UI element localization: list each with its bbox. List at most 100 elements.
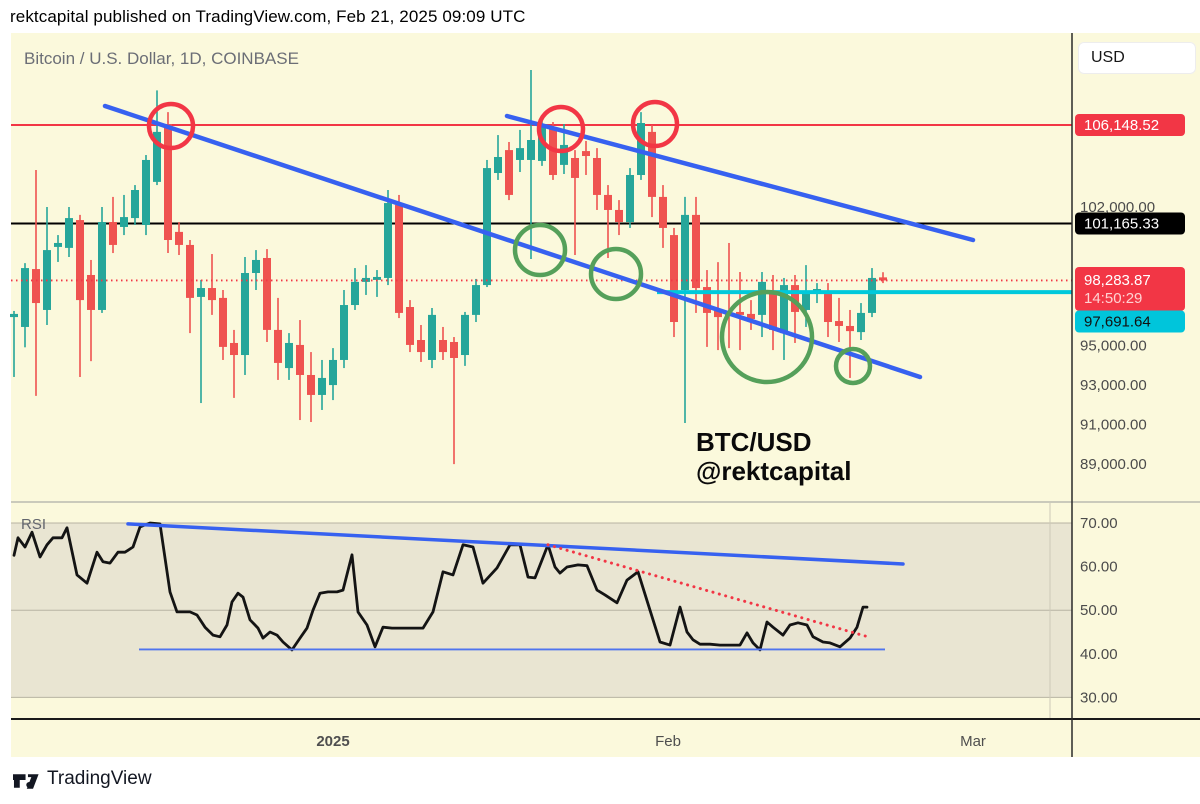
candle-body — [230, 342, 238, 356]
candle-body — [758, 281, 766, 315]
annotation-handle: @rektcapital — [696, 456, 852, 486]
price-level-label — [1075, 310, 1185, 333]
price-level-value: 101,165.33 — [1084, 215, 1159, 232]
candle-body — [736, 311, 744, 315]
chart-annotation: BTC/USD @rektcapital — [696, 428, 851, 486]
candle-body — [76, 220, 84, 301]
price-level-label — [1075, 114, 1185, 137]
candle-body — [219, 297, 227, 347]
candle-body — [10, 313, 18, 318]
candle-body — [417, 340, 425, 353]
candle-body — [780, 285, 788, 334]
green-circle-drawing[interactable] — [719, 289, 815, 385]
price-level-label — [1075, 212, 1185, 235]
annotation-symbol: BTC/USD — [696, 427, 812, 457]
price-tick-label: 93,000.00 — [1080, 377, 1147, 394]
candle-body — [824, 291, 832, 323]
candle-body — [395, 205, 403, 313]
candle-body — [791, 285, 799, 312]
rsi-dotted-trendline-drawing[interactable] — [546, 543, 870, 639]
candle-body — [428, 314, 436, 360]
candle-body — [208, 288, 216, 301]
candle-body — [692, 214, 700, 289]
candle-body — [450, 341, 458, 358]
symbol-title: Bitcoin / U.S. Dollar, 1D, COINBASE — [24, 49, 299, 68]
candle-body — [21, 268, 29, 327]
candle-body — [329, 359, 337, 386]
rsi-tick-label: 50.00 — [1080, 602, 1118, 619]
candle-body — [32, 269, 40, 304]
attribution-bar: rektcapital published on TradingView.com… — [0, 0, 1200, 33]
price-level-value: 97,691.64 — [1084, 314, 1151, 331]
candle-body — [714, 310, 722, 318]
candle-body — [549, 128, 557, 175]
candle-body — [153, 131, 161, 182]
rsi-tick-label: 40.00 — [1080, 646, 1118, 663]
currency-button[interactable]: USD — [1078, 42, 1196, 74]
candle-body — [615, 209, 623, 223]
last-price-value: 98,283.87 — [1084, 272, 1151, 289]
attribution-text: rektcapital published on TradingView.com… — [10, 6, 526, 26]
rsi-indicator-label: RSI — [21, 516, 47, 533]
candle-body — [384, 203, 392, 278]
trendline-drawing[interactable] — [504, 113, 976, 243]
candle-body — [98, 222, 106, 310]
rsi-tick-label: 60.00 — [1080, 559, 1118, 576]
candle-body — [835, 321, 843, 326]
green-circle-drawing[interactable] — [588, 246, 644, 302]
candle-body — [703, 287, 711, 313]
candle-body — [406, 307, 414, 345]
candle-body — [868, 277, 876, 313]
candle-body — [197, 288, 205, 297]
rsi-tick-label: 30.00 — [1080, 689, 1118, 706]
candle-body — [670, 235, 678, 323]
candle-body — [516, 148, 524, 160]
brand-name: TradingView — [47, 768, 152, 789]
candle-body — [505, 150, 513, 195]
candle-body — [54, 242, 62, 247]
candle-body — [318, 377, 326, 395]
rsi-line — [12, 521, 869, 652]
candle-body — [351, 281, 359, 306]
candle-body — [142, 159, 150, 225]
red-circle-drawing[interactable] — [536, 104, 586, 154]
price-tick-label: 102,000.00 — [1080, 199, 1155, 216]
candle-body — [164, 123, 172, 241]
candle-body — [769, 291, 777, 330]
currency-button-label: USD — [1091, 49, 1125, 66]
candle-body — [186, 244, 194, 298]
candle-body — [120, 217, 128, 227]
candle-body — [307, 374, 315, 395]
candle-body — [472, 285, 480, 315]
time-axis-label: 2025 — [316, 733, 349, 750]
green-circle-drawing[interactable] — [512, 222, 568, 278]
price-tick-label: 91,000.00 — [1080, 416, 1147, 433]
time-axis-label: Mar — [960, 733, 986, 750]
candle-body — [439, 340, 447, 353]
green-circle-drawing[interactable] — [833, 346, 873, 386]
red-circle-drawing[interactable] — [630, 99, 680, 149]
rsi-trendline-drawing[interactable] — [126, 522, 905, 566]
candle-countdown: 14:50:29 — [1084, 290, 1142, 307]
time-axis-label: Feb — [655, 733, 681, 750]
trendline-drawing[interactable] — [102, 103, 923, 380]
candle-body — [241, 273, 249, 356]
candle-body — [109, 222, 117, 245]
rsi-tick-label: 70.00 — [1080, 515, 1118, 532]
candle-body — [571, 157, 579, 178]
candle-body — [373, 276, 381, 280]
last-price-label — [1075, 266, 1185, 311]
candle-body — [560, 144, 568, 165]
red-circle-drawing[interactable] — [146, 101, 196, 151]
candle-body — [274, 329, 282, 363]
candle-body — [65, 218, 73, 248]
candle-body — [494, 157, 502, 174]
candle-body — [296, 344, 304, 375]
candle-body — [527, 140, 535, 160]
candle-body — [483, 168, 491, 286]
candle-body — [461, 314, 469, 356]
candle-body — [340, 305, 348, 360]
candle-body — [252, 259, 260, 274]
tradingview-logo[interactable] — [13, 770, 41, 792]
